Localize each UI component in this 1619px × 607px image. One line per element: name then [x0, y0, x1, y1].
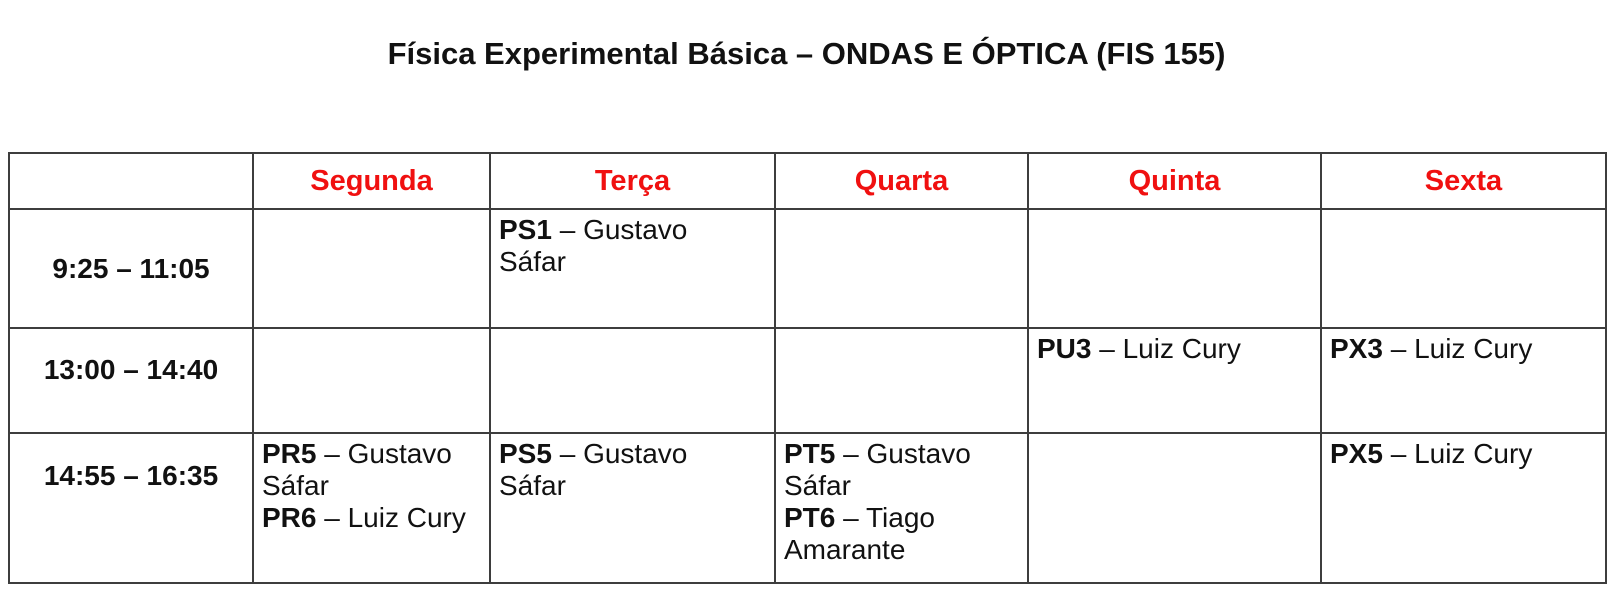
time-slot: 14:55 – 16:35 — [8, 432, 254, 584]
schedule-entry: PR6 – Luiz Cury — [262, 502, 473, 534]
schedule-cell — [252, 327, 491, 434]
schedule-entry: PS5 – Gustavo Sáfar — [499, 438, 758, 502]
schedule-cell — [774, 327, 1029, 434]
schedule-cell — [1320, 208, 1607, 329]
teacher-name: – Gustavo Sáfar — [262, 438, 452, 501]
schedule-table: Segunda Terça Quarta Quinta Sexta 9:25 – 11:… — [8, 152, 1607, 584]
day-header-segunda: Segunda — [252, 152, 491, 210]
class-code: PS1 — [499, 214, 552, 245]
schedule-entry: PT5 – Gustavo Sáfar — [784, 438, 1011, 502]
schedule-cell: PX3 – Luiz Cury — [1320, 327, 1607, 434]
schedule-entry: PT6 – Tiago Amarante — [784, 502, 1011, 566]
schedule-header-row: Segunda Terça Quarta Quinta Sexta — [8, 152, 1607, 210]
class-code: PX3 — [1330, 333, 1383, 364]
teacher-name: – Luiz Cury — [1382, 333, 1533, 364]
schedule-cell — [1027, 208, 1322, 329]
day-header-terca: Terça — [489, 152, 776, 210]
schedule-cell — [489, 327, 776, 434]
schedule-entry: PS1 – Gustavo Sáfar — [499, 214, 758, 278]
time-slot: 9:25 – 11:05 — [8, 208, 254, 329]
schedule-cell: PT5 – Gustavo Sáfar PT6 – Tiago Amarante — [774, 432, 1029, 584]
schedule-body: 9:25 – 11:05 PS1 – Gustavo Sáfar 13:00 – 1… — [8, 208, 1607, 584]
teacher-name: – Gustavo Sáfar — [784, 438, 971, 501]
schedule-cell: PR5 – Gustavo Sáfar PR6 – Luiz Cury — [252, 432, 491, 584]
teacher-name: – Gustavo Sáfar — [499, 438, 688, 501]
schedule-row: 9:25 – 11:05 PS1 – Gustavo Sáfar — [8, 208, 1607, 329]
day-header-quinta: Quinta — [1027, 152, 1322, 210]
schedule-cell — [252, 208, 491, 329]
teacher-name: – Tiago Amarante — [784, 502, 935, 565]
day-header-sexta: Sexta — [1320, 152, 1607, 210]
schedule-row: 13:00 – 14:40 PU3 – Luiz Cury PX3 – Luiz C… — [8, 327, 1607, 434]
class-code: PT6 — [784, 502, 836, 533]
schedule-entry: PX5 – Luiz Cury — [1330, 438, 1589, 470]
page-title: Física Experimental Básica – ONDAS E ÓPT… — [387, 36, 1226, 71]
schedule-entry: PR5 – Gustavo Sáfar — [262, 438, 473, 502]
schedule-cell — [774, 208, 1029, 329]
corner-cell — [8, 152, 254, 210]
schedule-entry: PX3 – Luiz Cury — [1330, 333, 1589, 365]
teacher-name: – Gustavo Sáfar — [499, 214, 688, 277]
day-header-quarta: Quarta — [774, 152, 1029, 210]
class-code: PX5 — [1330, 438, 1383, 469]
class-code: PR6 — [262, 502, 317, 533]
class-code: PS5 — [499, 438, 552, 469]
teacher-name: – Luiz Cury — [316, 502, 466, 533]
schedule-cell: PX5 – Luiz Cury — [1320, 432, 1607, 584]
teacher-name: – Luiz Cury — [1091, 333, 1241, 364]
class-code: PT5 — [784, 438, 836, 469]
schedule-cell — [1027, 432, 1322, 584]
time-slot: 13:00 – 14:40 — [8, 327, 254, 434]
schedule-cell: PS1 – Gustavo Sáfar — [489, 208, 776, 329]
schedule-entry: PU3 – Luiz Cury — [1037, 333, 1304, 365]
teacher-name: – Luiz Cury — [1382, 438, 1533, 469]
class-code: PU3 — [1037, 333, 1092, 364]
schedule-row: 14:55 – 16:35 PR5 – Gustavo Sáfar PR6 – Lu… — [8, 432, 1607, 584]
schedule-cell: PU3 – Luiz Cury — [1027, 327, 1322, 434]
schedule-cell: PS5 – Gustavo Sáfar — [489, 432, 776, 584]
class-code: PR5 — [262, 438, 317, 469]
